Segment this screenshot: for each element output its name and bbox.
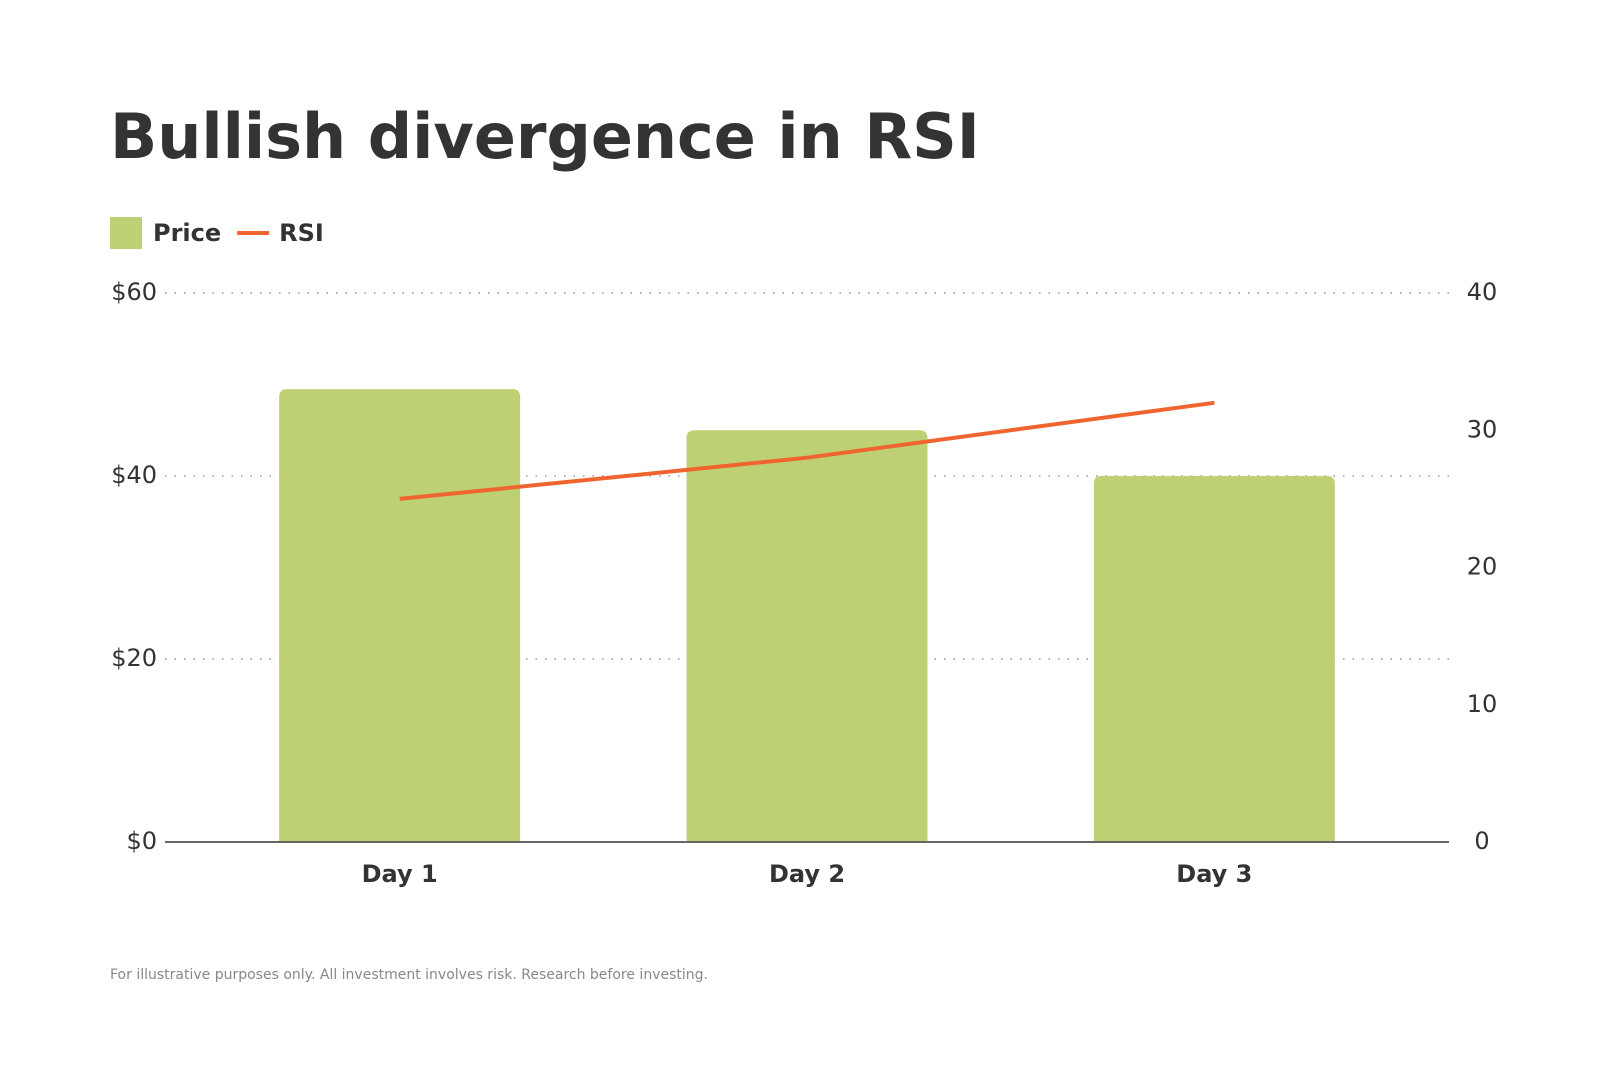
y2-tick-label: 0 xyxy=(1474,827,1489,855)
y-tick-label: $20 xyxy=(111,644,157,672)
legend-swatch xyxy=(110,217,142,249)
y-tick-label: $60 xyxy=(111,278,157,306)
legend-label: Price xyxy=(153,219,221,247)
x-tick-label: Day 2 xyxy=(769,860,845,888)
y2-tick-label: 10 xyxy=(1467,690,1498,718)
y2-tick-label: 40 xyxy=(1467,278,1498,306)
y-tick-label: $40 xyxy=(111,461,157,489)
y2-tick-label: 20 xyxy=(1467,553,1498,581)
x-tick-label: Day 3 xyxy=(1176,860,1252,888)
y-tick-label: $0 xyxy=(126,827,157,855)
bar xyxy=(279,389,521,842)
bar xyxy=(1093,476,1335,842)
x-tick-label: Day 1 xyxy=(362,860,438,888)
y2-tick-label: 30 xyxy=(1467,415,1498,443)
chart-title: Bullish divergence in RSI xyxy=(110,100,980,173)
footnote: For illustrative purposes only. All inve… xyxy=(110,967,708,983)
legend-label: RSI xyxy=(279,219,324,247)
line xyxy=(399,400,1215,501)
bar xyxy=(686,430,928,842)
